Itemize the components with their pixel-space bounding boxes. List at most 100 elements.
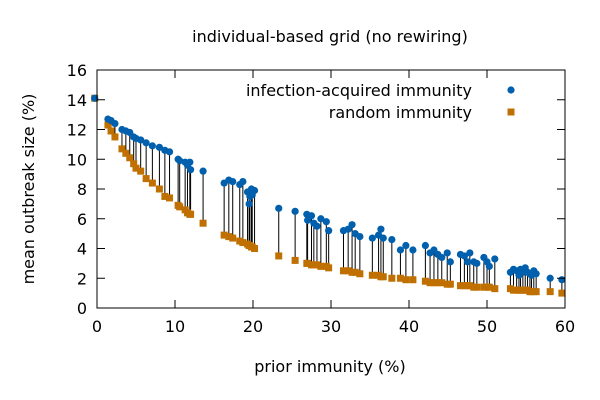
random-immunity-point bbox=[176, 203, 184, 211]
random-immunity-point bbox=[409, 276, 417, 284]
random-immunity-point bbox=[356, 270, 364, 278]
infection-acquired-point bbox=[558, 276, 566, 284]
random-immunity-point bbox=[558, 289, 566, 297]
random-immunity-point bbox=[199, 219, 207, 227]
infection-acquired-point bbox=[532, 270, 540, 278]
legend: infection-acquired immunity random immun… bbox=[246, 81, 515, 122]
random-immunity-point bbox=[220, 231, 228, 239]
random-immunity-point bbox=[421, 277, 429, 285]
random-immunity-point bbox=[446, 280, 454, 288]
random-immunity-point bbox=[161, 192, 169, 200]
legend-marker-random bbox=[507, 108, 515, 116]
infection-acquired-point bbox=[250, 186, 259, 195]
random-immunity-point bbox=[291, 256, 299, 264]
infection-acquired-point bbox=[446, 258, 454, 266]
random-immunity-point bbox=[104, 121, 112, 129]
random-immunity-point bbox=[313, 261, 321, 269]
random-immunity-point bbox=[155, 185, 163, 193]
random-immunity-point bbox=[126, 154, 134, 162]
y-tick-label: 16 bbox=[67, 61, 87, 80]
random-immunity-point bbox=[532, 288, 540, 296]
x-tick-label: 60 bbox=[555, 317, 575, 336]
random-immunity-point bbox=[137, 167, 145, 175]
infection-acquired-point bbox=[546, 274, 554, 282]
infection-acquired-point bbox=[460, 252, 468, 260]
infection-acquired-point bbox=[245, 200, 253, 208]
legend-marker-infection-acquired bbox=[507, 86, 515, 94]
infection-acquired-point bbox=[485, 262, 493, 270]
infection-acquired-point bbox=[142, 139, 150, 147]
infection-acquired-point bbox=[368, 234, 376, 242]
random-immunity-point bbox=[396, 274, 404, 282]
random-immunity-point bbox=[118, 145, 126, 153]
data-points bbox=[91, 94, 566, 297]
y-tick-label: 8 bbox=[77, 180, 87, 199]
infection-acquired-point bbox=[317, 215, 325, 223]
infection-acquired-point bbox=[111, 119, 119, 128]
random-immunity-point bbox=[546, 288, 554, 296]
infection-acquired-point bbox=[377, 225, 385, 233]
y-axis-label: mean outbreak size (%) bbox=[19, 94, 38, 285]
y-tick-label: 0 bbox=[77, 299, 87, 318]
infection-acquired-point bbox=[229, 177, 237, 186]
infection-acquired-point bbox=[388, 235, 396, 244]
infection-acquired-point bbox=[421, 241, 429, 250]
x-tick-label: 10 bbox=[165, 317, 185, 336]
legend-label-random: random immunity bbox=[329, 103, 472, 122]
random-immunity-point bbox=[388, 274, 396, 282]
infection-acquired-point bbox=[148, 142, 156, 150]
y-tick-label: 12 bbox=[67, 121, 87, 140]
infection-acquired-point bbox=[165, 148, 174, 156]
y-tick-label: 4 bbox=[77, 240, 87, 259]
random-immunity-point bbox=[130, 160, 138, 168]
random-immunity-point bbox=[166, 194, 174, 202]
infection-acquired-point bbox=[466, 249, 474, 257]
random-immunity-point bbox=[430, 279, 438, 287]
random-immunity-point bbox=[275, 252, 283, 260]
infection-acquired-point bbox=[91, 94, 99, 102]
random-immunity-point bbox=[111, 133, 119, 141]
infection-acquired-point bbox=[307, 212, 316, 220]
random-immunity-point bbox=[485, 283, 493, 291]
connector-lines bbox=[107, 119, 563, 294]
infection-acquired-point bbox=[491, 255, 499, 263]
legend-label-infection-acquired: infection-acquired immunity bbox=[246, 81, 472, 100]
infection-acquired-point bbox=[313, 222, 321, 230]
infection-acquired-point bbox=[443, 249, 451, 257]
infection-acquired-point bbox=[199, 167, 207, 175]
infection-acquired-point bbox=[402, 241, 410, 250]
infection-acquired-point bbox=[473, 259, 481, 267]
infection-acquired-point bbox=[176, 157, 184, 165]
random-immunity-point bbox=[317, 262, 325, 270]
y-tick-label: 14 bbox=[67, 91, 87, 110]
infection-acquired-point bbox=[348, 221, 356, 229]
infection-acquired-point bbox=[239, 177, 247, 186]
chart-title: individual-based grid (no rewiring) bbox=[192, 27, 468, 46]
random-immunity-point bbox=[379, 273, 387, 281]
x-axis-label: prior immunity (%) bbox=[254, 357, 406, 376]
random-immunity-point bbox=[225, 233, 233, 241]
random-immunity-point bbox=[122, 149, 130, 157]
random-immunity-point bbox=[187, 210, 195, 218]
infection-acquired-point bbox=[325, 227, 333, 235]
y-tick-label: 6 bbox=[77, 210, 87, 229]
random-immunity-point bbox=[456, 282, 464, 290]
random-immunity-point bbox=[107, 127, 115, 135]
infection-acquired-point bbox=[275, 204, 283, 212]
x-tick-label: 30 bbox=[321, 317, 341, 336]
random-immunity-point bbox=[351, 268, 359, 276]
infection-acquired-point bbox=[379, 234, 387, 242]
y-tick-label: 10 bbox=[67, 150, 87, 169]
x-tick-label: 20 bbox=[243, 317, 263, 336]
infection-acquired-point bbox=[409, 246, 417, 254]
infection-acquired-point bbox=[438, 253, 446, 262]
infection-acquired-point bbox=[137, 136, 145, 144]
random-immunity-point bbox=[339, 267, 347, 275]
random-immunity-point bbox=[473, 283, 481, 291]
random-immunity-point bbox=[142, 175, 150, 183]
infection-acquired-point bbox=[322, 218, 330, 226]
random-immunity-point bbox=[402, 276, 410, 284]
random-immunity-point bbox=[491, 285, 499, 293]
